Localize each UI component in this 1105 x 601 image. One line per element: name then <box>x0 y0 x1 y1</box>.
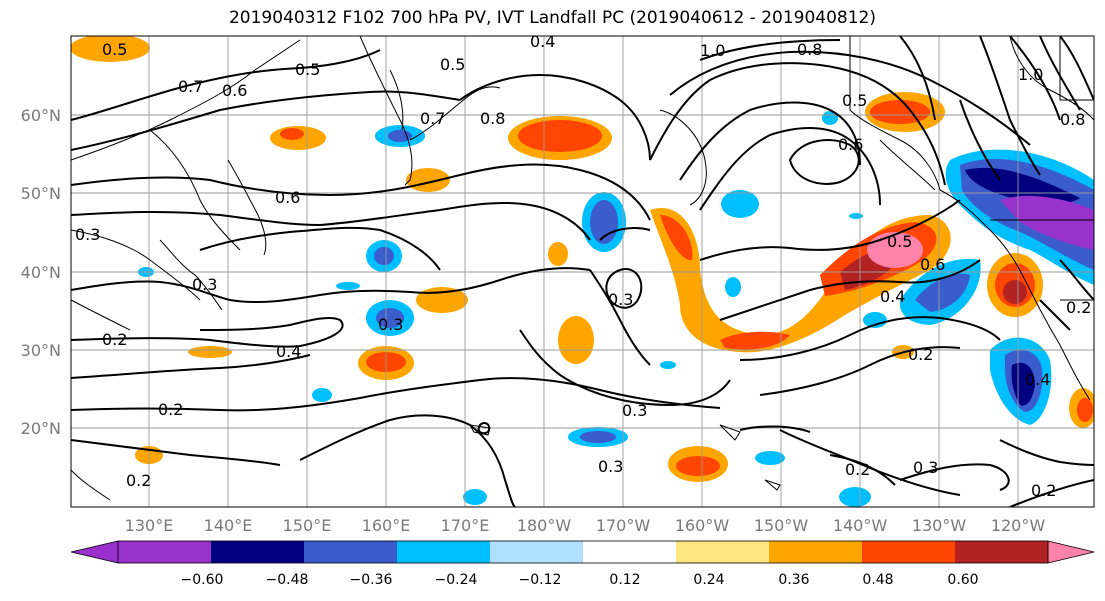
contour-label: 0.2 <box>1031 481 1056 500</box>
contour-label: 0.5 <box>102 40 127 59</box>
colorbar-segment <box>397 541 491 563</box>
lon-label: 140°W <box>833 516 888 535</box>
pv-contours <box>71 36 1094 507</box>
lon-label: 160°E <box>362 516 411 535</box>
lat-label: 60°N <box>21 106 61 125</box>
contour-label-group: 0.5 0.4 0.5 0.7 0.6 0.5 0.7 0.8 1.0 0.8 … <box>75 32 1091 500</box>
colorbar-tick-label: −0.36 <box>350 572 393 588</box>
colorbar-tick-label: −0.24 <box>435 572 478 588</box>
colorbar-tick-label: 0.12 <box>609 572 640 588</box>
colorbar-segment <box>490 541 584 563</box>
contour-label: 0.8 <box>480 109 505 128</box>
contour-label: 0.2 <box>908 345 933 364</box>
lon-label: 130°E <box>125 516 174 535</box>
lat-label: 20°N <box>21 419 61 438</box>
contour-label: 0.7 <box>420 109 445 128</box>
coastlines <box>71 36 1094 501</box>
colorbar-segment <box>304 541 398 563</box>
chart-title: 2019040312 F102 700 hPa PV, IVT Landfall… <box>228 8 876 28</box>
colorbar-tick-label: −0.60 <box>181 572 224 588</box>
colorbar-tick-label: 0.48 <box>862 572 893 588</box>
map-frame <box>70 35 1095 508</box>
fill-negative-region <box>721 190 759 218</box>
contour-label: 0.3 <box>192 275 217 294</box>
contour-label: 0.3 <box>913 458 938 477</box>
colorbar-tick-label: −0.48 <box>266 572 309 588</box>
lat-label: 30°N <box>21 341 61 360</box>
lat-label: 50°N <box>21 184 61 203</box>
contour-label: 0.4 <box>880 287 905 306</box>
contour-label: 0.7 <box>178 77 203 96</box>
fill-positive-region <box>548 242 568 266</box>
lon-label: 140°E <box>204 516 253 535</box>
colorbar-segment <box>583 541 677 563</box>
contour-label: 0.5 <box>295 60 320 79</box>
contour-label: 1.0 <box>1018 65 1043 84</box>
contour-label: 0.5 <box>887 232 912 251</box>
colorbar-tick-label: 0.36 <box>778 572 809 588</box>
contour-label: 0.3 <box>622 401 647 420</box>
lon-label: 170°E <box>441 516 490 535</box>
contour-label: 0.4 <box>530 32 555 51</box>
lon-label: 170°W <box>596 516 651 535</box>
contour-label: 0.2 <box>102 330 127 349</box>
contour-label: 0.6 <box>275 188 300 207</box>
colorbar-segment <box>211 541 305 563</box>
colorbar-segment <box>676 541 770 563</box>
fill-positive-region <box>71 36 150 62</box>
fill-positive-region <box>188 346 232 358</box>
contour-label: 0.5 <box>440 55 465 74</box>
pv-anomaly-fill <box>71 36 1094 507</box>
contour-label: 0.3 <box>378 315 403 334</box>
longitude-labels: 130°E 140°E 150°E 160°E 170°E 180°W 170°… <box>125 516 1046 535</box>
colorbar-tick-label: −0.12 <box>519 572 562 588</box>
colorbar-segment <box>769 541 863 563</box>
colorbar-ticks: −0.60 −0.48 −0.36 −0.24 −0.12 0.12 0.24 … <box>181 572 979 588</box>
contour-label: 0.5 <box>842 91 867 110</box>
colorbar: −0.60 −0.48 −0.36 −0.24 −0.12 0.12 0.24 … <box>70 540 1095 588</box>
contour-label: 0.8 <box>1060 110 1085 129</box>
contour-label: 0.2 <box>1066 298 1091 317</box>
colorbar-outline <box>117 540 1049 564</box>
lon-label: 160°W <box>675 516 730 535</box>
contour-label: 0.8 <box>797 40 822 59</box>
lon-label: 150°W <box>754 516 809 535</box>
contour-label: 0.3 <box>598 457 623 476</box>
contour-label: 0.3 <box>608 290 633 309</box>
lon-label: 150°E <box>283 516 332 535</box>
lat-label: 40°N <box>21 263 61 282</box>
colorbar-tick-label: 0.60 <box>947 572 978 588</box>
contour-label: 1.0 <box>700 41 725 60</box>
contour-label: 0.3 <box>75 225 100 244</box>
colorbar-segment <box>118 541 212 563</box>
contour-label: 0.4 <box>1025 370 1050 389</box>
contour-label: 0.6 <box>920 255 945 274</box>
colorbar-tick-label: 0.24 <box>693 572 724 588</box>
latitude-labels: 60°N 50°N 40°N 30°N 20°N <box>21 106 61 438</box>
colorbar-extend-min <box>70 540 119 564</box>
lon-label: 120°W <box>991 516 1046 535</box>
contour-label: 0.6 <box>222 81 247 100</box>
contour-label: 0.6 <box>838 135 863 154</box>
lon-label: 130°W <box>912 516 967 535</box>
colorbar-extend-max <box>1047 540 1095 564</box>
colorbar-segment <box>862 541 956 563</box>
contour-label: 0.2 <box>126 471 151 490</box>
lon-label: 180°W <box>517 516 572 535</box>
colorbar-segment <box>955 541 1049 563</box>
contour-label: 0.4 <box>276 342 301 361</box>
contour-label: 0.2 <box>158 400 183 419</box>
contour-label: 0.2 <box>845 460 870 479</box>
graticule <box>71 36 1094 507</box>
fill-positive-region <box>558 316 594 364</box>
